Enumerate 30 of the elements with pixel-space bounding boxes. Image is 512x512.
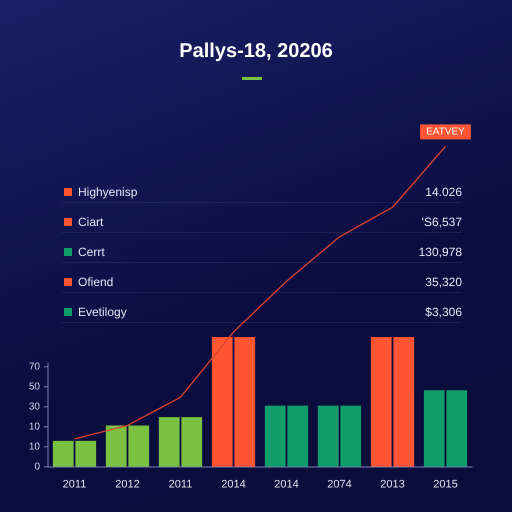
annotation: 'S6,537 <box>422 215 462 229</box>
x-tick-label: 2013 <box>380 478 405 490</box>
chart-title: Pallys-18, 20206 <box>178 40 334 63</box>
bar <box>212 337 233 467</box>
text: 70 <box>28 362 40 373</box>
annotation: Cerrt <box>78 245 105 259</box>
annotation: Evetilogy <box>78 305 127 319</box>
text: 30 <box>28 402 40 413</box>
text: 10 <box>28 442 40 453</box>
text: 10 <box>28 422 40 433</box>
x-tick-label: 2015 <box>433 478 458 490</box>
bar <box>234 337 256 467</box>
annotation: 35,320 <box>425 275 462 289</box>
x-tick-label: 2014 <box>274 478 299 490</box>
annotation: 130,978 <box>418 245 462 259</box>
annotation: Ofiend <box>78 275 114 289</box>
x-tick-label: 2012 <box>115 478 140 490</box>
x-tick-label: 2011 <box>62 478 86 490</box>
bar <box>393 337 414 467</box>
annotation: Ciart <box>78 215 104 229</box>
text: 0 <box>34 462 40 473</box>
annotation: 14.026 <box>425 185 462 199</box>
annotation: $3,306 <box>425 305 462 319</box>
x-tick-label: 2011 <box>168 478 192 490</box>
text: 50 <box>28 382 40 393</box>
bar <box>370 337 392 467</box>
text: EATVEY <box>426 126 466 138</box>
x-tick-label: 2074 <box>327 478 352 490</box>
annotation: Highyenisp <box>78 185 138 199</box>
x-tick-label: 2014 <box>221 478 246 490</box>
